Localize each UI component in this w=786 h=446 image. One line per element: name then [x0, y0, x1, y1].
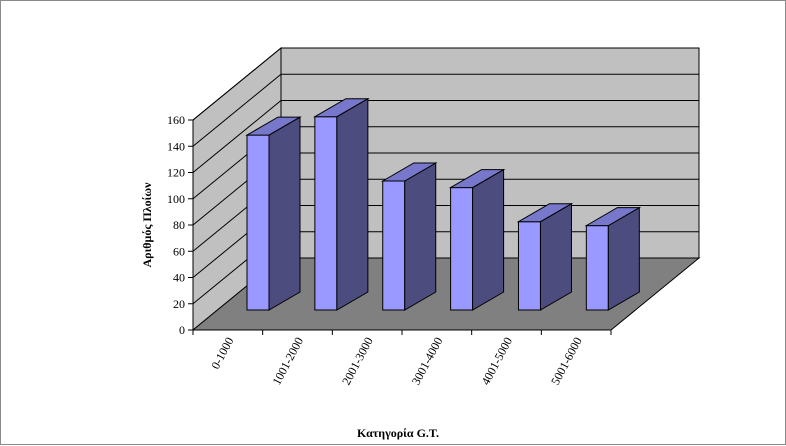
bar-front — [585, 225, 609, 311]
bars — [245, 97, 642, 311]
bar-side — [472, 168, 505, 311]
y-tick-label: 40 — [173, 271, 185, 285]
bar-front — [450, 187, 474, 311]
x-tick-label: 3001-4000 — [409, 335, 446, 387]
y-tick-label: 20 — [173, 297, 185, 311]
bar-top — [245, 116, 302, 136]
bar-top — [584, 207, 642, 227]
bar — [245, 116, 302, 311]
bar-front — [246, 134, 270, 311]
bar-top — [516, 203, 574, 223]
x-tick-label: 4001-5000 — [478, 335, 515, 387]
bar-side — [268, 116, 301, 311]
bar-front — [314, 116, 338, 311]
y-tick-label: 160 — [167, 113, 185, 127]
y-tick-label: 80 — [173, 218, 185, 232]
x-tick-label: 1001-2000 — [269, 335, 306, 387]
x-tick-label: 2001-3000 — [339, 335, 376, 387]
bar — [380, 162, 438, 311]
bar — [313, 97, 370, 311]
bar-side — [404, 162, 437, 311]
gridline — [192, 47, 699, 121]
bar-front — [382, 180, 406, 311]
bar — [516, 202, 574, 311]
bar-side — [336, 97, 369, 311]
y-axis-title: Αριθμός Πλοίων — [140, 182, 154, 268]
gridline — [192, 100, 699, 173]
x-tick-labels: 0-1000 1001-2000 2001-3000 3001-4000 4001-50… — [208, 335, 585, 387]
y-tick-label: 140 — [167, 139, 185, 153]
y-tick-labels: 0 20 40 60 80 100 120 140 160 — [167, 113, 185, 337]
bar — [584, 206, 642, 311]
bar-top — [313, 98, 370, 118]
bar-side — [539, 202, 572, 311]
bar-top — [380, 162, 438, 182]
bar-top — [448, 169, 506, 189]
x-tick-label: 5001-6000 — [548, 335, 585, 387]
bar-front — [517, 221, 541, 311]
bar — [448, 168, 506, 311]
gridline — [192, 73, 699, 147]
axes — [188, 119, 612, 335]
y-tick-label: 60 — [173, 244, 185, 258]
x-axis-title: Κατηγορία G.T. — [357, 426, 439, 440]
y-tick-label: 100 — [167, 192, 185, 206]
x-tick-label: 0-1000 — [208, 335, 236, 372]
y-tick-label: 120 — [167, 166, 185, 180]
y-tick-label: 0 — [179, 323, 185, 337]
